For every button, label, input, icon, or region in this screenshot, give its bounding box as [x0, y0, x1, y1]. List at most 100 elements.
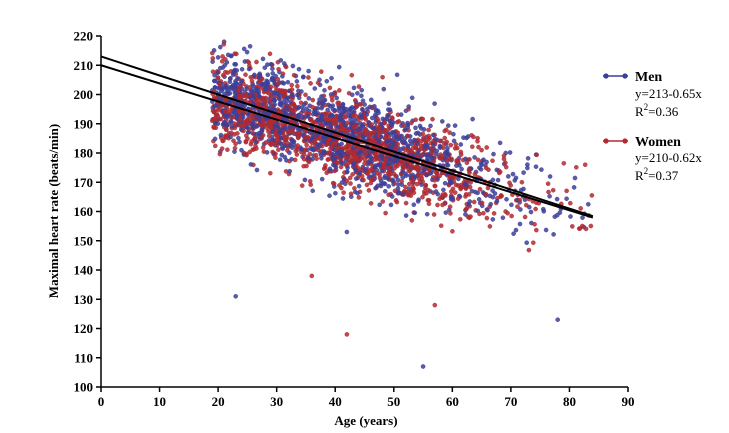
data-point-women — [487, 224, 493, 229]
data-point-women — [519, 179, 525, 185]
data-point-men — [511, 231, 516, 236]
data-point-women — [517, 197, 523, 203]
data-point-women — [344, 120, 350, 125]
data-point-men — [430, 142, 436, 147]
data-point-men — [348, 125, 353, 131]
data-point-women — [363, 151, 369, 156]
data-point-women — [413, 145, 419, 151]
data-point-men — [339, 117, 344, 122]
data-point-men — [250, 84, 256, 89]
data-point-men — [571, 185, 577, 190]
data-point-women — [413, 117, 419, 123]
data-point-women — [338, 127, 344, 132]
data-point-men — [359, 87, 365, 93]
data-point-women — [304, 142, 309, 148]
data-point-men — [368, 154, 374, 160]
data-point-men — [351, 85, 357, 91]
data-point-men — [458, 142, 464, 147]
data-point-women — [344, 332, 350, 337]
data-point-men — [409, 95, 415, 101]
data-point-men — [376, 162, 382, 168]
data-point-women — [295, 143, 301, 148]
data-point-men — [340, 102, 346, 108]
data-point-men — [371, 125, 377, 131]
data-point-women — [420, 131, 426, 136]
data-point-men — [265, 62, 270, 67]
data-point-women — [307, 151, 313, 157]
data-point-women — [270, 149, 275, 155]
data-point-women — [364, 170, 370, 176]
data-point-men — [399, 139, 405, 145]
data-point-men — [241, 46, 247, 52]
scatter-points — [209, 39, 595, 369]
fit-line-men — [100, 55, 594, 218]
data-point-men — [336, 64, 342, 70]
data-point-men — [543, 227, 549, 233]
data-point-men — [229, 124, 235, 129]
data-point-women — [220, 138, 226, 143]
data-point-men — [568, 214, 573, 219]
data-point-women — [526, 247, 532, 253]
data-point-men — [389, 194, 395, 199]
data-point-women — [274, 132, 280, 138]
data-point-men — [224, 60, 230, 65]
data-point-women — [260, 118, 266, 123]
data-point-women — [346, 160, 352, 166]
data-point-men — [215, 70, 220, 76]
data-point-women — [354, 104, 360, 109]
data-point-women — [289, 87, 295, 92]
data-point-women — [377, 175, 383, 181]
data-point-women — [255, 96, 260, 102]
data-point-women — [266, 133, 272, 139]
data-point-women — [249, 78, 255, 84]
data-point-women — [418, 116, 424, 122]
data-point-women — [223, 127, 229, 133]
data-point-women — [476, 144, 481, 150]
data-point-women — [341, 190, 346, 195]
data-point-men — [325, 107, 330, 113]
data-point-women — [534, 152, 540, 158]
data-point-women — [471, 134, 476, 140]
legend-men-marker — [603, 73, 609, 79]
data-point-men — [455, 176, 461, 182]
data-point-women — [382, 135, 388, 141]
data-point-women — [299, 183, 305, 188]
data-point-women — [304, 163, 309, 169]
data-point-men — [547, 174, 553, 179]
data-point-men — [439, 119, 445, 124]
data-point-women — [405, 133, 411, 139]
data-point-men — [402, 127, 408, 132]
data-point-men — [459, 166, 464, 172]
data-point-women — [303, 92, 308, 98]
data-point-men — [213, 103, 218, 108]
data-point-men — [225, 52, 231, 58]
data-point-men — [373, 185, 378, 191]
data-point-women — [260, 145, 266, 150]
data-point-men — [384, 116, 389, 121]
legend-women-marker-end — [622, 138, 628, 144]
x-tick-label: 20 — [212, 394, 225, 409]
data-point-men — [495, 177, 501, 183]
data-point-men — [457, 163, 462, 168]
data-point-women — [498, 193, 504, 198]
data-point-men — [302, 177, 308, 183]
data-point-women — [477, 211, 482, 217]
data-point-women — [545, 181, 551, 186]
data-point-men — [352, 189, 358, 195]
legend-men-label: Men — [635, 70, 662, 85]
data-point-women — [484, 215, 490, 221]
data-point-men — [525, 165, 530, 171]
data-point-men — [412, 137, 417, 143]
data-point-women — [282, 136, 288, 142]
data-point-women — [350, 172, 355, 177]
data-point-men — [290, 63, 296, 69]
data-point-men — [472, 155, 477, 160]
data-point-women — [437, 138, 443, 144]
data-point-men — [428, 154, 433, 160]
data-point-men — [580, 215, 585, 220]
x-tick-label: 90 — [622, 394, 635, 409]
data-point-men — [405, 122, 411, 128]
data-point-men — [521, 170, 526, 175]
data-point-women — [418, 143, 424, 149]
data-point-women — [268, 125, 274, 131]
